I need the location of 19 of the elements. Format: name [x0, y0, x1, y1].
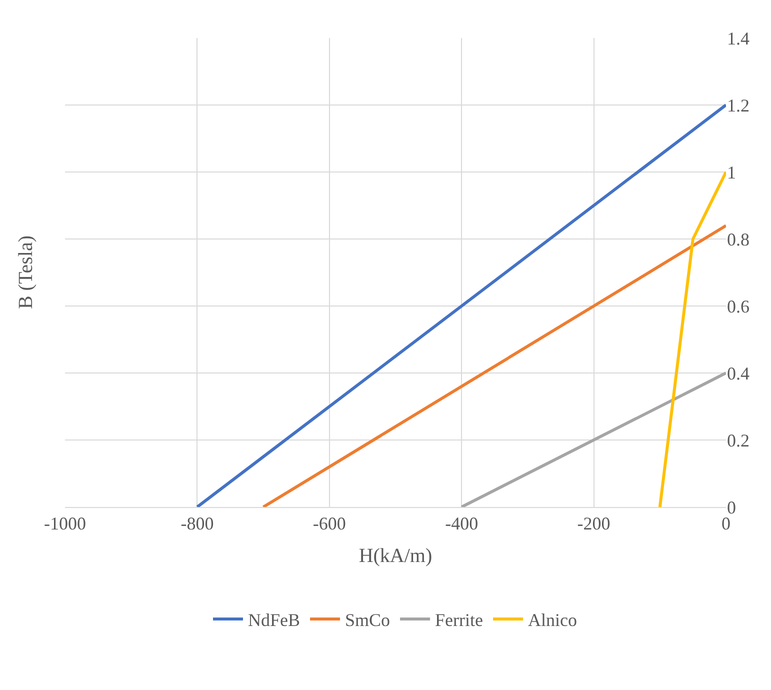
x-tick-label: -600	[312, 514, 346, 534]
y-tick-label: 0.4	[727, 363, 750, 384]
x-tick-label: -400	[445, 514, 478, 534]
y-tick-label: 0.8	[727, 229, 750, 250]
y-tick-label: 0.6	[727, 296, 750, 316]
y-tick-label: 1.2	[727, 95, 750, 116]
x-tick-label: -200	[577, 514, 610, 534]
y-axis-title: B (Tesla)	[15, 235, 38, 310]
x-axis-title: H(kA/m)	[358, 545, 432, 568]
y-tick-label: 0.2	[727, 430, 750, 450]
y-tick-label: 1.4	[727, 28, 750, 48]
legend-label: Ferrite	[435, 610, 484, 630]
y-tick-label: 1	[727, 162, 736, 182]
x-tick-label: -1000	[44, 514, 86, 534]
x-tick-label: -800	[180, 514, 214, 534]
legend-label: SmCo	[345, 610, 390, 630]
legend-label: NdFeB	[248, 610, 300, 630]
y-tick-label: 0	[727, 497, 736, 518]
legend-label: Alnico	[528, 610, 578, 630]
